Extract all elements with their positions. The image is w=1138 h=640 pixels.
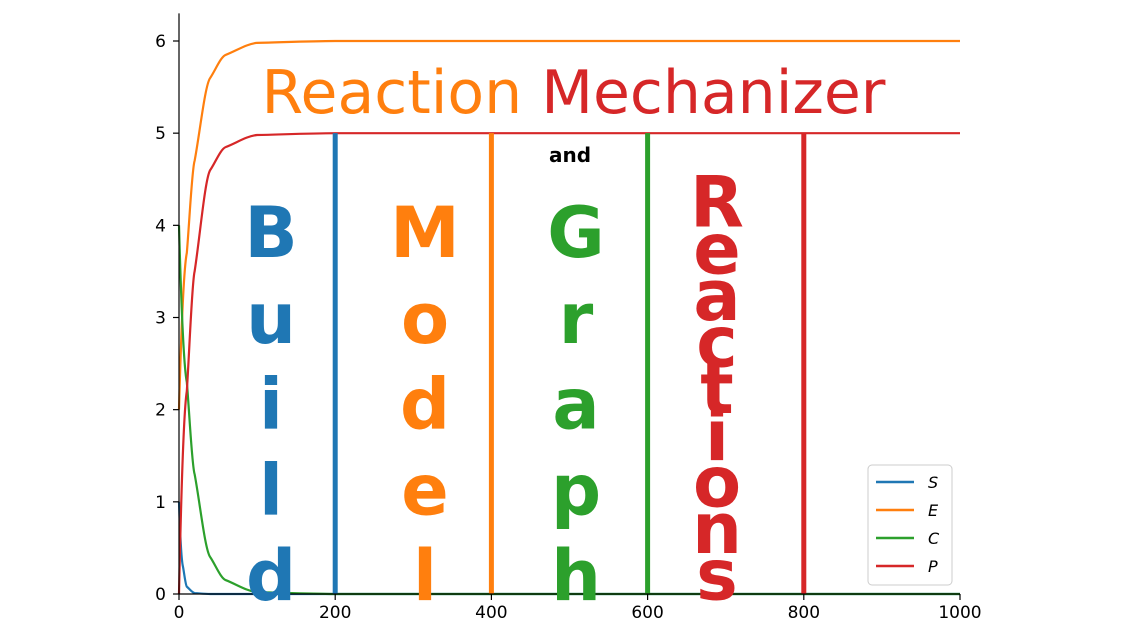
letter-0-2: i xyxy=(259,364,283,446)
x-tick-label-600: 600 xyxy=(631,603,663,623)
x-tick-label-1000: 1000 xyxy=(938,603,981,623)
letter-3-6: o xyxy=(693,441,741,523)
letter-0-0: B xyxy=(244,192,297,274)
title-word-reaction: Reaction xyxy=(262,58,523,128)
title-text: Reaction Mechanizer xyxy=(262,58,886,128)
letter-2-0: G xyxy=(547,192,604,274)
y-tick-label-1: 1 xyxy=(155,493,166,513)
letter-1-2: d xyxy=(400,364,450,446)
letter-3-3: c xyxy=(696,302,738,384)
x-tick-label-400: 400 xyxy=(475,603,507,623)
legend-label-s: S xyxy=(928,473,938,492)
letter-3-0: R xyxy=(690,162,744,244)
letter-3-1: e xyxy=(693,208,740,290)
letter-0-1: u xyxy=(246,278,296,360)
legend-label-e: E xyxy=(928,501,939,520)
letter-2-4: h xyxy=(551,535,601,617)
series-line-p xyxy=(177,132,960,595)
y-tick-label-6: 6 xyxy=(155,32,166,52)
letter-1-1: o xyxy=(401,278,449,360)
x-tick-label-0: 0 xyxy=(174,603,185,623)
legend-label-c: C xyxy=(928,529,940,548)
x-tick-label-200: 200 xyxy=(319,603,351,623)
letter-1-4: l xyxy=(413,535,437,617)
legend-label-p: P xyxy=(928,557,938,576)
letter-2-2: a xyxy=(552,364,599,446)
title-word-mechanizer: Mechanizer xyxy=(541,58,886,128)
y-tick-label-4: 4 xyxy=(155,216,166,236)
letter-0-3: l xyxy=(259,449,283,531)
letter-3-2: a xyxy=(693,255,740,337)
letter-3-4: t xyxy=(700,348,733,430)
legend-box xyxy=(867,464,953,586)
letter-3-7: n xyxy=(692,488,742,570)
letter-3-5: i xyxy=(705,395,729,477)
chart-title: Reaction Mechanizer xyxy=(262,58,886,128)
and-word: and xyxy=(549,143,591,167)
letter-2-3: p xyxy=(551,449,601,531)
letter-1-0: M xyxy=(390,192,460,274)
y-tick-label-0: 0 xyxy=(155,585,166,605)
letter-0-4: d xyxy=(246,535,296,617)
letter-3-8: s xyxy=(696,535,738,617)
y-tick-label-2: 2 xyxy=(155,401,166,421)
x-tick-label-800: 800 xyxy=(788,603,820,623)
y-tick-label-3: 3 xyxy=(155,309,166,329)
vertical-lines xyxy=(332,133,807,594)
y-tick-label-5: 5 xyxy=(155,124,166,144)
letter-1-3: e xyxy=(401,449,448,531)
letter-2-1: r xyxy=(559,278,594,360)
series-line-e xyxy=(177,39,960,410)
axes: 0 200 400 600 800 1000 0 1 2 3 4 5 6 xyxy=(155,13,982,623)
